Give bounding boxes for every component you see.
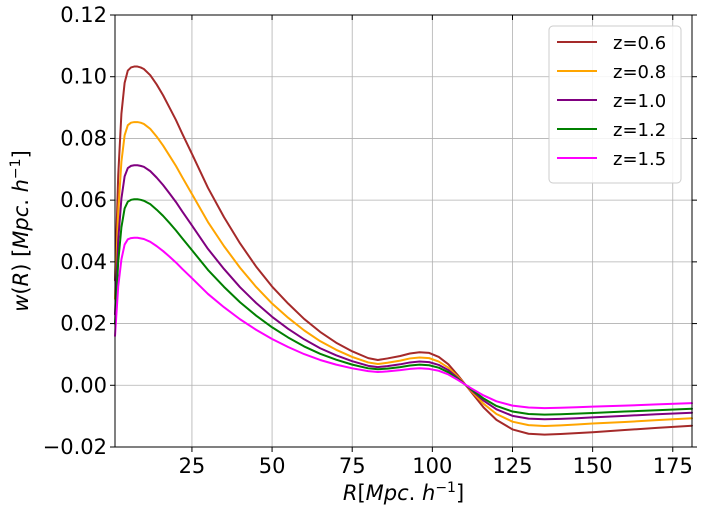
y-tick-label: 0.06 <box>60 188 107 212</box>
y-tick-label: 0.10 <box>60 65 107 89</box>
series-line-z=1.2 <box>114 198 693 416</box>
legend-label: z=0.6 <box>613 33 666 54</box>
x-tick-label: 75 <box>339 454 366 478</box>
axis-ticks: 25 50 75 100 125 150 175 −0.02 0.00 0.02 0.04 0.06 0… <box>43 3 697 478</box>
y-tick-label: 0.00 <box>60 373 107 397</box>
y-tick-label: 0.12 <box>60 3 107 27</box>
legend-label: z=1.0 <box>613 91 666 112</box>
series-layer <box>114 65 693 436</box>
series-line-z=0.8 <box>114 121 693 428</box>
x-tick-label: 150 <box>573 454 613 478</box>
y-tick-label: 0.02 <box>60 312 107 336</box>
x-tick-label: 125 <box>492 454 532 478</box>
y-tick-label: 0.08 <box>60 126 107 150</box>
y-tick-label: −0.02 <box>43 435 107 459</box>
series-line-z=1.5 <box>114 236 693 410</box>
plot-frame <box>114 14 693 448</box>
legend-label: z=1.5 <box>613 149 666 170</box>
y-axis-label: w(R) [Mpc. h−1] <box>8 150 33 312</box>
series-line-z=0.6 <box>114 65 693 436</box>
x-tick-label: 25 <box>179 454 206 478</box>
series-line-z=1.0 <box>114 164 693 421</box>
y-tick-label: 0.04 <box>60 250 107 274</box>
legend-box <box>548 25 682 184</box>
x-tick-label: 100 <box>412 454 452 478</box>
x-tick-label: 50 <box>259 454 286 478</box>
x-tick-label: 175 <box>653 454 693 478</box>
legend: z=0.6 z=0.8 z=1.0 z=1.2 z=1.5 <box>548 25 682 184</box>
legend-label: z=0.8 <box>613 62 666 83</box>
legend-label: z=1.2 <box>613 120 666 141</box>
